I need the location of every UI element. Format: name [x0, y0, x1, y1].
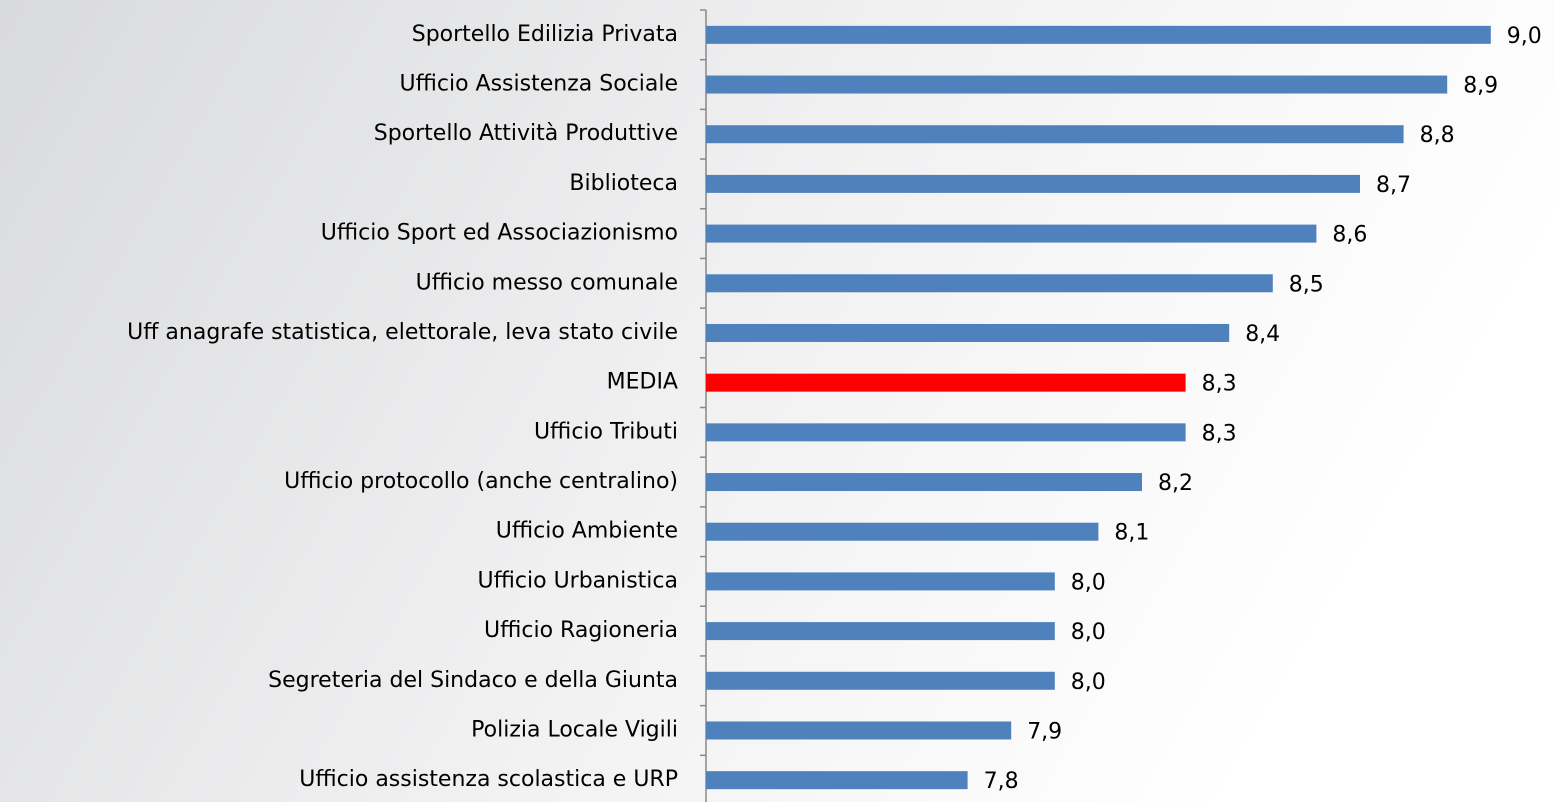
bar [706, 373, 1186, 392]
category-label: Ufficio Tributi [534, 419, 678, 444]
bar [706, 771, 968, 790]
category-label: Segreteria del Sindaco e della Giunta [268, 668, 678, 693]
value-label: 8,0 [1071, 620, 1106, 645]
value-label: 8,4 [1245, 322, 1280, 347]
bar [706, 224, 1317, 243]
bar [706, 473, 1142, 492]
category-label: Sportello Attività Produttive [374, 121, 678, 146]
category-label: Polizia Locale Vigili [471, 717, 678, 742]
bar [706, 125, 1404, 144]
category-label: Ufficio messo comunale [416, 270, 678, 295]
value-label: 9,0 [1507, 24, 1542, 49]
bar [706, 274, 1273, 293]
value-label: 8,2 [1158, 471, 1193, 496]
bar [706, 25, 1491, 44]
bar [706, 671, 1055, 690]
value-label: 8,5 [1289, 272, 1324, 297]
category-label: Ufficio Ambiente [496, 519, 678, 544]
category-label: Uff anagrafe statistica, elettorale, lev… [127, 320, 678, 345]
category-label: MEDIA [607, 370, 678, 395]
value-label: 8,7 [1376, 173, 1411, 198]
category-label: Ufficio protocollo (anche centralino) [284, 469, 678, 494]
category-label: Ufficio Urbanistica [478, 568, 678, 593]
category-label: Ufficio Ragioneria [484, 618, 678, 643]
value-label: 8,1 [1114, 521, 1149, 546]
category-label: Biblioteca [569, 171, 678, 196]
category-label: Ufficio assistenza scolastica e URP [299, 767, 678, 792]
value-label: 7,8 [984, 769, 1019, 794]
bar [706, 622, 1055, 641]
value-label: 8,0 [1071, 570, 1106, 595]
category-label: Ufficio Sport ed Associazionismo [321, 221, 678, 246]
bar [706, 522, 1099, 541]
category-label: Ufficio Assistenza Sociale [400, 72, 678, 97]
bar [706, 75, 1448, 94]
value-label: 8,9 [1463, 74, 1498, 99]
category-label: Sportello Edilizia Privata [412, 22, 678, 47]
bar [706, 423, 1186, 442]
bar [706, 572, 1055, 591]
bar [706, 721, 1012, 740]
value-label: 8,3 [1202, 421, 1237, 446]
value-label: 8,0 [1071, 670, 1106, 695]
value-label: 8,8 [1420, 123, 1455, 148]
bar [706, 323, 1230, 342]
value-label: 8,3 [1202, 372, 1237, 397]
bar [706, 174, 1360, 193]
value-label: 8,6 [1332, 223, 1367, 248]
value-label: 7,9 [1027, 719, 1062, 744]
